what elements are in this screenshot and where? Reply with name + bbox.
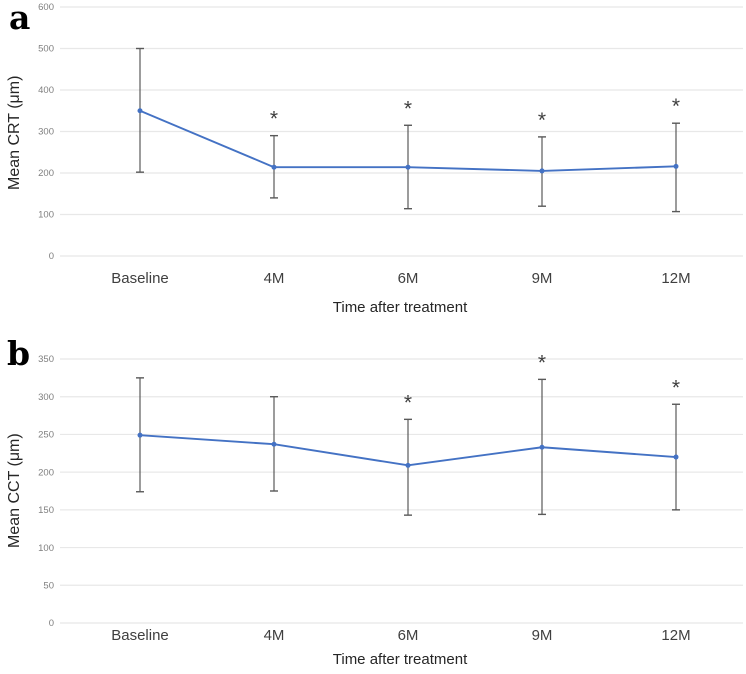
y-tick-label: 50 xyxy=(43,580,54,591)
data-point xyxy=(405,462,411,468)
x-category-label: Baseline xyxy=(111,270,169,287)
significance-asterisk: * xyxy=(672,95,680,118)
y-tick-label: 400 xyxy=(38,85,54,96)
y-tick-label: 0 xyxy=(49,251,54,262)
data-point xyxy=(673,454,679,460)
y-tick-label: 0 xyxy=(49,618,54,629)
x-category-label: 9M xyxy=(532,627,553,644)
data-point xyxy=(405,164,411,170)
x-category-label: 4M xyxy=(264,270,285,287)
x-category-label: 9M xyxy=(532,270,553,287)
y-tick-label: 300 xyxy=(38,392,54,403)
x-category-label: 12M xyxy=(661,270,690,287)
x-category-label: 4M xyxy=(264,627,285,644)
y-tick-label: 200 xyxy=(38,168,54,179)
y-tick-label: 200 xyxy=(38,467,54,478)
significance-asterisk: * xyxy=(672,376,680,399)
y-tick-label: 250 xyxy=(38,430,54,441)
y-tick-label: 100 xyxy=(38,543,54,554)
data-point xyxy=(137,108,143,114)
panel-label-a: a xyxy=(9,0,31,37)
x-category-label: 6M xyxy=(398,270,419,287)
x-category-label: 6M xyxy=(398,627,419,644)
significance-asterisk: * xyxy=(270,108,278,131)
y-tick-label: 350 xyxy=(38,354,54,365)
y-tick-label: 150 xyxy=(38,505,54,516)
data-point xyxy=(539,168,545,174)
significance-asterisk: * xyxy=(538,109,546,132)
data-point xyxy=(137,432,143,438)
significance-asterisk: * xyxy=(404,391,412,414)
y-tick-label: 600 xyxy=(38,2,54,13)
y-tick-label: 500 xyxy=(38,44,54,55)
data-point xyxy=(539,444,545,450)
panel-label-b: b xyxy=(7,334,31,373)
significance-asterisk: * xyxy=(538,351,546,374)
y-tick-label: 100 xyxy=(38,210,54,221)
y-tick-label: 300 xyxy=(38,127,54,138)
data-point xyxy=(673,163,679,169)
y-axis-title-crt: Mean CRT (μm) xyxy=(6,75,23,190)
y-axis-title-cct: Mean CCT (μm) xyxy=(6,433,23,549)
x-axis-title-a: Time after treatment xyxy=(332,299,468,316)
significance-asterisk: * xyxy=(404,97,412,120)
data-point xyxy=(271,441,277,447)
x-category-label: 12M xyxy=(661,627,690,644)
x-category-label: Baseline xyxy=(111,627,169,644)
x-axis-title-b: Time after treatment xyxy=(332,651,468,668)
data-point xyxy=(271,164,277,170)
